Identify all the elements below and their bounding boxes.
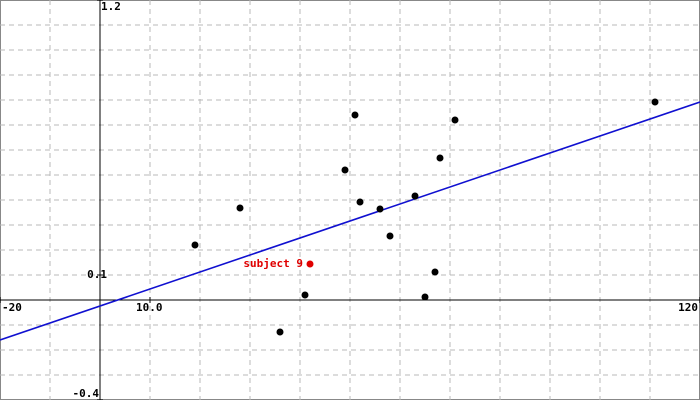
point (386, 232, 394, 240)
point (351, 111, 359, 119)
x-tick-label: 10.0 (136, 301, 163, 314)
point (431, 268, 439, 276)
point (436, 154, 444, 162)
point (376, 205, 384, 213)
point (411, 192, 419, 200)
y-tick-label: 0.1 (87, 268, 107, 281)
y-tick-label: 1.2 (101, 0, 121, 13)
x-tick-label: -20 (2, 301, 22, 314)
point (276, 328, 284, 336)
highlight-point (306, 260, 314, 268)
highlight-label: subject 9 (243, 257, 303, 270)
point (451, 116, 459, 124)
point (356, 198, 364, 206)
point (651, 98, 659, 106)
point (236, 204, 244, 212)
point (301, 291, 309, 299)
point (421, 293, 429, 301)
point (191, 241, 199, 249)
point (341, 166, 349, 174)
fit-line (0, 101, 700, 341)
x-tick-label: 120 (678, 301, 698, 314)
y-tick-label: -0.4 (73, 387, 100, 400)
